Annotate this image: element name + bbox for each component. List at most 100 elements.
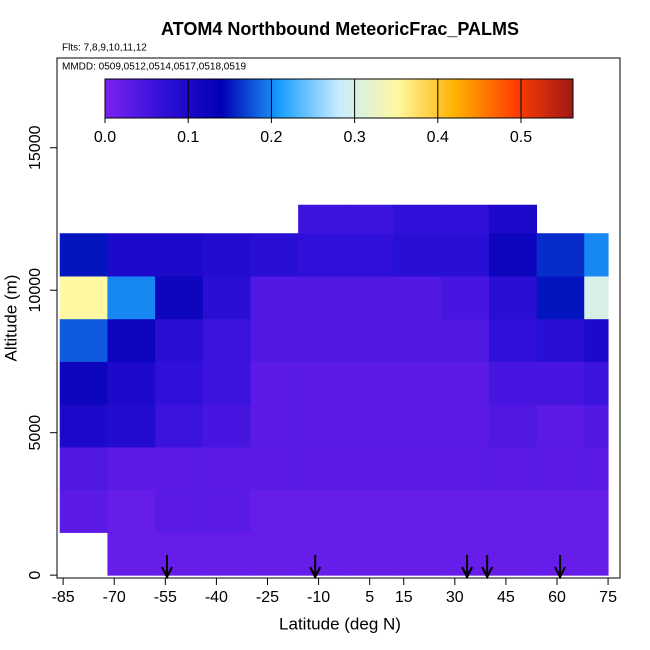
- arrow-head: [309, 566, 322, 580]
- y-tick-label: 5000: [27, 415, 44, 451]
- heatmap-cell: [584, 275, 609, 320]
- heatmap-cell: [393, 361, 442, 405]
- heatmap-cell: [155, 404, 204, 448]
- heatmap-cell: [536, 233, 585, 277]
- heatmap-cell: [393, 233, 442, 277]
- heatmap-cell: [107, 489, 156, 533]
- heatmap-cell: [107, 361, 156, 405]
- heatmap-cell: [155, 275, 204, 320]
- x-axis-label: Latitude (deg N): [279, 614, 401, 633]
- heatmap-cell: [155, 318, 204, 362]
- x-tick-label: 60: [548, 589, 566, 606]
- heatmap-cell: [393, 275, 442, 320]
- heatmap-cell: [298, 275, 347, 320]
- heatmap-cell: [488, 404, 538, 448]
- x-tick-label: -25: [256, 589, 279, 606]
- arrow-head: [161, 566, 173, 580]
- heatmap-cell: [393, 489, 442, 533]
- heatmap-cell: [155, 446, 204, 491]
- heatmap-cell: [441, 275, 490, 320]
- heatmap-cell: [107, 532, 156, 576]
- heatmap-cell: [59, 446, 108, 491]
- colorbar-tick-label: 0.4: [427, 129, 449, 146]
- colorbar-tick-label: 0.2: [260, 129, 282, 146]
- heatmap-cell: [441, 446, 490, 491]
- arrow-head: [461, 566, 473, 580]
- heatmap-cell: [584, 489, 609, 533]
- heatmap-cell: [536, 489, 585, 533]
- x-tick-label: -10: [307, 589, 330, 606]
- x-tick-label: 45: [497, 589, 515, 606]
- heatmap-cell: [584, 404, 609, 448]
- heatmap-cell: [250, 446, 299, 491]
- heatmap-cell: [250, 275, 299, 320]
- heatmap-cell: [345, 275, 395, 320]
- heatmap-cell: [107, 275, 156, 320]
- heatmap-cell: [345, 532, 395, 576]
- heatmap-cell: [107, 233, 156, 277]
- y-tick-label: 15000: [27, 125, 44, 170]
- heatmap-cell: [536, 446, 585, 491]
- heatmap-cell: [536, 318, 585, 362]
- heatmap-cell: [298, 318, 347, 362]
- heatmap-cell: [488, 446, 538, 491]
- heatmap-cell: [250, 233, 299, 277]
- subtitle: Flts: 7,8,9,10,11,12: [62, 43, 147, 54]
- heatmap-cell: [59, 404, 108, 448]
- heatmap-cell: [345, 404, 395, 448]
- x-tick-label: -70: [103, 589, 126, 606]
- heatmap-cell: [488, 204, 538, 234]
- heatmap-cell: [393, 446, 442, 491]
- arrow-head: [554, 566, 566, 580]
- x-tick-label: 15: [395, 589, 413, 606]
- colorbar-tick-label: 0.0: [94, 129, 116, 146]
- heatmap-cell: [441, 532, 490, 576]
- heatmap-cell: [155, 489, 204, 533]
- heatmap-cell: [250, 532, 299, 576]
- heatmap-cell: [298, 204, 347, 234]
- heatmap-cell: [441, 204, 490, 234]
- heatmap-cell: [298, 404, 347, 448]
- colorbar-tick-label: 0.5: [510, 129, 532, 146]
- colorbar: [104, 78, 574, 119]
- x-tick-label: 75: [599, 589, 617, 606]
- heatmap-cell: [155, 233, 204, 277]
- arrow-head: [481, 566, 494, 580]
- heatmap-cell: [584, 361, 609, 405]
- heatmap-cell: [441, 361, 490, 405]
- heatmap-cell: [584, 446, 609, 491]
- heatmap-cell: [298, 489, 347, 533]
- heatmap-cell: [441, 489, 490, 533]
- heatmap-cell: [488, 489, 538, 533]
- heatmap-cell: [488, 318, 538, 362]
- chart-title: ATOM4 Northbound MeteoricFrac_PALMS: [161, 19, 519, 39]
- heatmap-cell: [250, 361, 299, 405]
- heatmap-cell: [441, 233, 490, 277]
- heatmap-cell: [298, 532, 347, 576]
- heatmap-cell: [59, 318, 108, 362]
- heatmap-cell: [107, 318, 156, 362]
- heatmap-cell: [59, 361, 108, 405]
- heatmap-cell: [155, 361, 204, 405]
- heatmap-cell: [202, 489, 251, 533]
- heatmap-cell: [250, 404, 299, 448]
- heatmap-cell: [584, 532, 609, 576]
- plot-frame: [56, 57, 621, 579]
- x-tick-label: 30: [446, 589, 464, 606]
- heatmap-cell: [488, 361, 538, 405]
- colorbar-tick-label: 0.1: [177, 129, 199, 146]
- heatmap-cell: [202, 275, 251, 320]
- colorbar-tick-label: 0.3: [343, 129, 365, 146]
- y-axis-label: Altitude (m): [1, 275, 20, 362]
- heatmap-cell: [107, 404, 156, 448]
- heatmap-cell: [298, 446, 347, 491]
- heatmap-cell: [202, 318, 251, 362]
- heatmap-cell: [345, 204, 395, 234]
- heatmap-cell: [584, 318, 609, 362]
- heatmap-cell: [59, 489, 108, 533]
- y-tick-label: 10000: [27, 268, 44, 313]
- heatmap-cell: [536, 275, 585, 320]
- x-tick-label: 5: [365, 589, 374, 606]
- heatmap-cell: [202, 446, 251, 491]
- heatmap-cell: [345, 318, 395, 362]
